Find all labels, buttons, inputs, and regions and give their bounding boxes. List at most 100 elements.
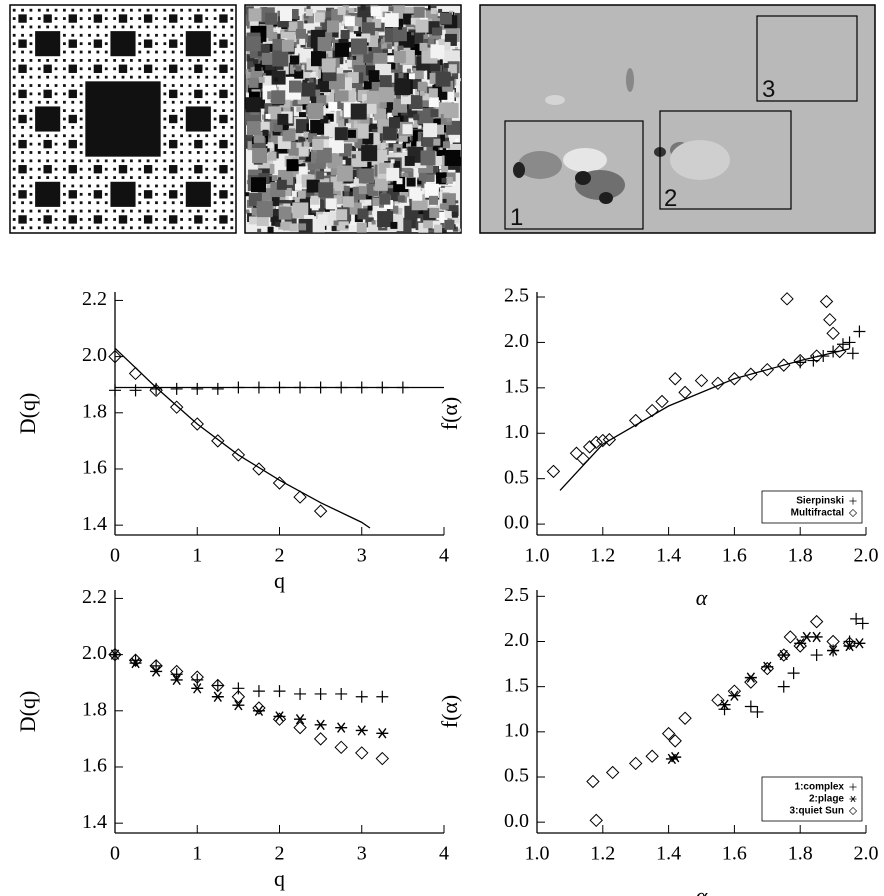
carpet-square: [55, 218, 58, 221]
carpet-square: [180, 59, 183, 62]
carpet-square: [230, 51, 233, 54]
carpet-square: [155, 59, 158, 62]
carpet-square: [21, 76, 24, 79]
carpet-square: [38, 151, 41, 154]
carpet-square: [197, 159, 200, 162]
noise-block: [361, 5, 366, 10]
carpet-square: [155, 67, 158, 70]
carpet-square: [180, 210, 183, 213]
carpet-square: [55, 17, 58, 20]
carpet-square: [30, 151, 33, 154]
y-tick-label: 1.8: [82, 698, 107, 720]
diamond-marker: [570, 447, 582, 459]
carpet-square: [214, 176, 217, 179]
carpet-square: [172, 26, 175, 29]
noise-block: [452, 212, 458, 218]
carpet-square: [169, 140, 177, 148]
carpet-square: [214, 9, 217, 12]
carpet-square: [222, 101, 225, 104]
carpet-square: [30, 118, 33, 121]
carpet-square: [80, 84, 83, 87]
carpet-square: [197, 9, 200, 12]
carpet-square: [189, 168, 192, 171]
carpet-square: [80, 193, 83, 196]
carpet-square: [30, 17, 33, 20]
carpet-square: [13, 193, 16, 196]
noise-block: [295, 184, 302, 191]
noise-block: [444, 63, 449, 68]
y-tick-label: 1.5: [504, 375, 529, 397]
carpet-square: [21, 9, 24, 12]
carpet-square: [88, 218, 91, 221]
carpet-square: [205, 218, 208, 221]
carpet-square: [88, 159, 91, 162]
carpet-square: [21, 59, 24, 62]
carpet-square: [197, 59, 200, 62]
carpet-square: [122, 59, 125, 62]
carpet-square: [144, 39, 152, 47]
diamond-marker: [679, 712, 691, 724]
carpet-square: [13, 143, 16, 146]
plus-marker: [853, 326, 865, 338]
carpet-square: [71, 151, 74, 154]
carpet-square: [180, 185, 183, 188]
carpet-square: [46, 84, 49, 87]
plus-marker: [130, 654, 142, 666]
carpet-square: [63, 143, 66, 146]
carpet-square: [63, 226, 66, 229]
carpet-square: [214, 34, 217, 37]
carpet-square: [94, 65, 102, 73]
carpet-square: [205, 176, 208, 179]
noise-block: [413, 114, 419, 120]
carpet-square: [80, 201, 83, 204]
carpet-square: [172, 185, 175, 188]
carpet-square: [13, 151, 16, 154]
carpet-square: [138, 176, 141, 179]
noise-block: [245, 97, 260, 112]
noise-block: [443, 199, 447, 203]
carpet-square: [230, 210, 233, 213]
carpet-square: [30, 226, 33, 229]
legend-label: Sierpinski: [796, 496, 844, 507]
carpet-square: [88, 168, 91, 171]
carpet-square: [219, 90, 227, 98]
carpet-square: [71, 34, 74, 37]
carpet-square: [13, 34, 16, 37]
carpet-square: [69, 65, 77, 73]
carpet-square: [180, 109, 183, 112]
noise-block: [367, 91, 380, 104]
carpet-square: [169, 14, 177, 22]
carpet-square: [113, 226, 116, 229]
carpet-square: [155, 9, 158, 12]
carpet-square: [163, 101, 166, 104]
noise-block: [324, 173, 327, 176]
noise-block: [248, 69, 251, 72]
noise-block: [446, 177, 453, 184]
noise-block: [296, 65, 302, 71]
noise-block: [407, 69, 411, 73]
carpet-square: [172, 134, 175, 137]
noise-block: [397, 148, 401, 152]
carpet-square: [13, 218, 16, 221]
carpet-square: [180, 42, 183, 45]
carpet-square: [63, 193, 66, 196]
asterisk-marker: [212, 692, 224, 702]
noise-block: [358, 208, 369, 219]
plus-marker: [150, 660, 162, 672]
noise-block: [277, 114, 288, 125]
x-tick-label: 0: [110, 843, 120, 865]
x-tick-label: 2: [275, 843, 285, 865]
carpet-square: [130, 76, 133, 79]
carpet-square: [138, 59, 141, 62]
noise-block: [350, 189, 353, 192]
region-label: 3: [762, 76, 775, 103]
carpet-square: [80, 210, 83, 213]
carpet-square: [88, 176, 91, 179]
carpet-square: [80, 143, 83, 146]
noise-block: [443, 141, 450, 148]
carpet-square: [88, 51, 91, 54]
carpet-square: [113, 210, 116, 213]
carpet-square: [169, 165, 177, 173]
noise-block: [290, 223, 298, 231]
carpet-square: [197, 210, 200, 213]
